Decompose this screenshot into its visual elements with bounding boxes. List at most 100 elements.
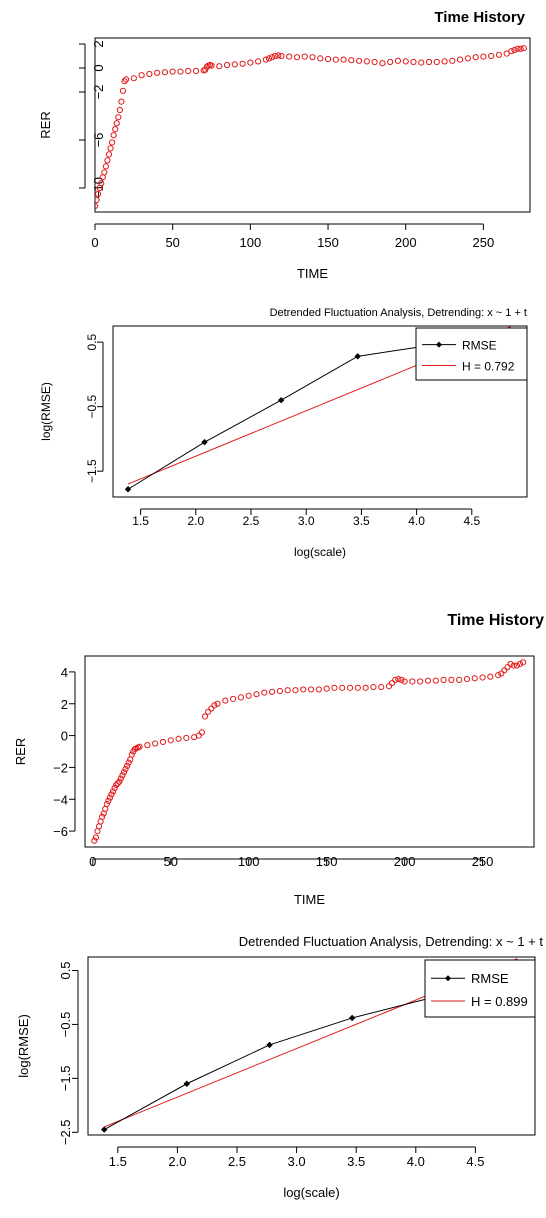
- x-tick-label: 2.5: [243, 514, 260, 528]
- legend-rmse-marker: [436, 341, 442, 348]
- y-tick-label: −1.5: [58, 1066, 73, 1092]
- data-point: [449, 57, 456, 64]
- data-point: [195, 732, 202, 739]
- data-point: [503, 50, 510, 57]
- data-point: [293, 54, 301, 61]
- data-point: [371, 58, 378, 66]
- data-point: [519, 659, 527, 666]
- data-point: [479, 674, 486, 681]
- data-point: [487, 673, 494, 680]
- x-tick-label: 2.0: [168, 1154, 186, 1169]
- data-point: [105, 151, 113, 158]
- plot-area: [95, 45, 527, 210]
- data-point: [223, 61, 231, 69]
- data-point: [471, 675, 478, 682]
- data-point: [301, 53, 308, 60]
- data-point: [284, 687, 291, 694]
- y-tick-label: 2: [91, 40, 106, 47]
- data-point: [292, 687, 299, 694]
- data-point: [91, 837, 98, 844]
- y-tick-label: −6: [53, 824, 68, 839]
- data-point: [117, 775, 124, 782]
- data-point: [161, 69, 169, 76]
- legend-rmse-label: RMSE: [462, 339, 497, 353]
- data-point: [275, 52, 282, 59]
- data-point: [510, 662, 517, 669]
- data-point: [98, 180, 105, 187]
- y-tick-label: −4: [53, 792, 68, 807]
- data-point: [262, 56, 269, 63]
- data-point: [105, 797, 112, 804]
- x-tick-label: 4.5: [463, 514, 480, 528]
- data-point: [230, 695, 237, 703]
- data-point: [146, 70, 153, 78]
- data-point: [387, 58, 394, 66]
- data-point: [108, 791, 115, 798]
- data-point: [185, 67, 192, 75]
- data-point: [122, 76, 130, 83]
- x-tick-label: 100: [238, 854, 260, 869]
- data-point: [424, 677, 432, 684]
- data-point: [237, 694, 245, 701]
- legend: RMSE H = 0.899: [424, 959, 536, 1018]
- chart-title: Detrended Fluctuation Analysis, Detrendi…: [239, 934, 544, 949]
- data-point: [99, 813, 106, 820]
- x-tick-label: 3.0: [298, 514, 315, 528]
- rmse-point: [266, 1041, 273, 1049]
- legend-fit-label: H = 0.792: [462, 359, 515, 373]
- x-axis-label: log(scale): [294, 545, 346, 559]
- chart-title: Detrended Fluctuation Analysis, Detrendi…: [270, 307, 527, 319]
- data-point: [362, 684, 369, 691]
- data-point: [448, 676, 455, 683]
- data-point: [417, 678, 424, 685]
- data-point: [112, 126, 119, 133]
- data-point: [114, 780, 121, 787]
- data-point: [183, 734, 190, 742]
- x-tick-label: 250: [473, 235, 495, 250]
- data-point: [309, 54, 316, 61]
- data-point: [418, 59, 425, 66]
- chart-title: Time History: [434, 9, 525, 26]
- data-point: [507, 660, 514, 668]
- data-point: [268, 688, 276, 695]
- y-axis-label: RER: [13, 738, 28, 765]
- data-point: [433, 58, 440, 66]
- rmse-point: [124, 486, 132, 493]
- data-point: [107, 145, 114, 152]
- data-point: [432, 677, 439, 684]
- data-point: [379, 60, 386, 67]
- data-point: [119, 772, 126, 779]
- data-point: [339, 684, 346, 691]
- chart-2: Detrended Fluctuation Analysis, Detrendi…: [39, 307, 528, 559]
- data-point: [340, 56, 347, 63]
- data-point: [265, 55, 273, 62]
- data-point: [177, 68, 184, 75]
- data-point: [110, 132, 117, 139]
- data-point: [464, 55, 471, 62]
- y-tick-label: 4: [61, 665, 68, 680]
- data-point: [300, 686, 307, 693]
- data-point: [239, 60, 246, 67]
- data-point: [315, 686, 322, 693]
- data-point: [332, 56, 339, 63]
- y-tick-label: −0.5: [85, 394, 99, 418]
- data-point: [495, 672, 502, 679]
- chart-4: Detrended Fluctuation Analysis, Detrendi…: [16, 934, 543, 1200]
- data-point: [214, 700, 221, 707]
- data-point: [402, 58, 409, 65]
- x-axis-label: TIME: [294, 892, 325, 907]
- data-point: [276, 687, 283, 695]
- data-point: [401, 678, 408, 685]
- data-point: [472, 54, 479, 61]
- data-point: [103, 800, 110, 808]
- x-tick-label: 4.5: [466, 1154, 484, 1169]
- data-point: [116, 106, 123, 114]
- y-tick-label: 2: [61, 697, 68, 712]
- data-point: [208, 62, 215, 69]
- chart-3: Time History 0 50 100 150 200 250 4 2 0 −2 −4 −6 TIME…: [13, 612, 544, 907]
- data-point: [231, 61, 238, 68]
- y-axis-label: log(RMSE): [39, 382, 53, 441]
- data-point: [363, 58, 370, 65]
